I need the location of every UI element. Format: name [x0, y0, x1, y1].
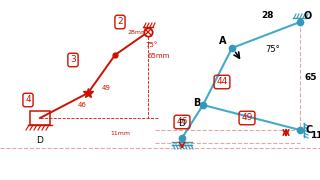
Text: 46: 46	[77, 102, 86, 108]
Text: 28: 28	[261, 11, 273, 20]
Text: 65mm: 65mm	[147, 53, 169, 59]
Text: D: D	[36, 136, 44, 145]
Text: 11mm: 11mm	[110, 131, 130, 136]
Text: 44: 44	[216, 78, 228, 87]
Bar	[30, 111, 50, 125]
Text: 11: 11	[310, 131, 320, 140]
Text: O: O	[304, 11, 312, 21]
Text: C: C	[305, 125, 312, 135]
Text: B: B	[193, 98, 200, 108]
Text: 49: 49	[101, 85, 110, 91]
Text: 75°: 75°	[265, 45, 280, 54]
Text: A: A	[219, 36, 227, 46]
Text: 65: 65	[305, 73, 317, 82]
Text: 46: 46	[176, 118, 188, 127]
Text: 2: 2	[117, 17, 123, 26]
Text: 49: 49	[241, 114, 253, 123]
Text: 3: 3	[70, 55, 76, 64]
Text: D: D	[179, 119, 185, 128]
Text: 4: 4	[25, 96, 31, 105]
Text: 28mm: 28mm	[128, 30, 148, 35]
Text: 75°: 75°	[145, 42, 157, 48]
